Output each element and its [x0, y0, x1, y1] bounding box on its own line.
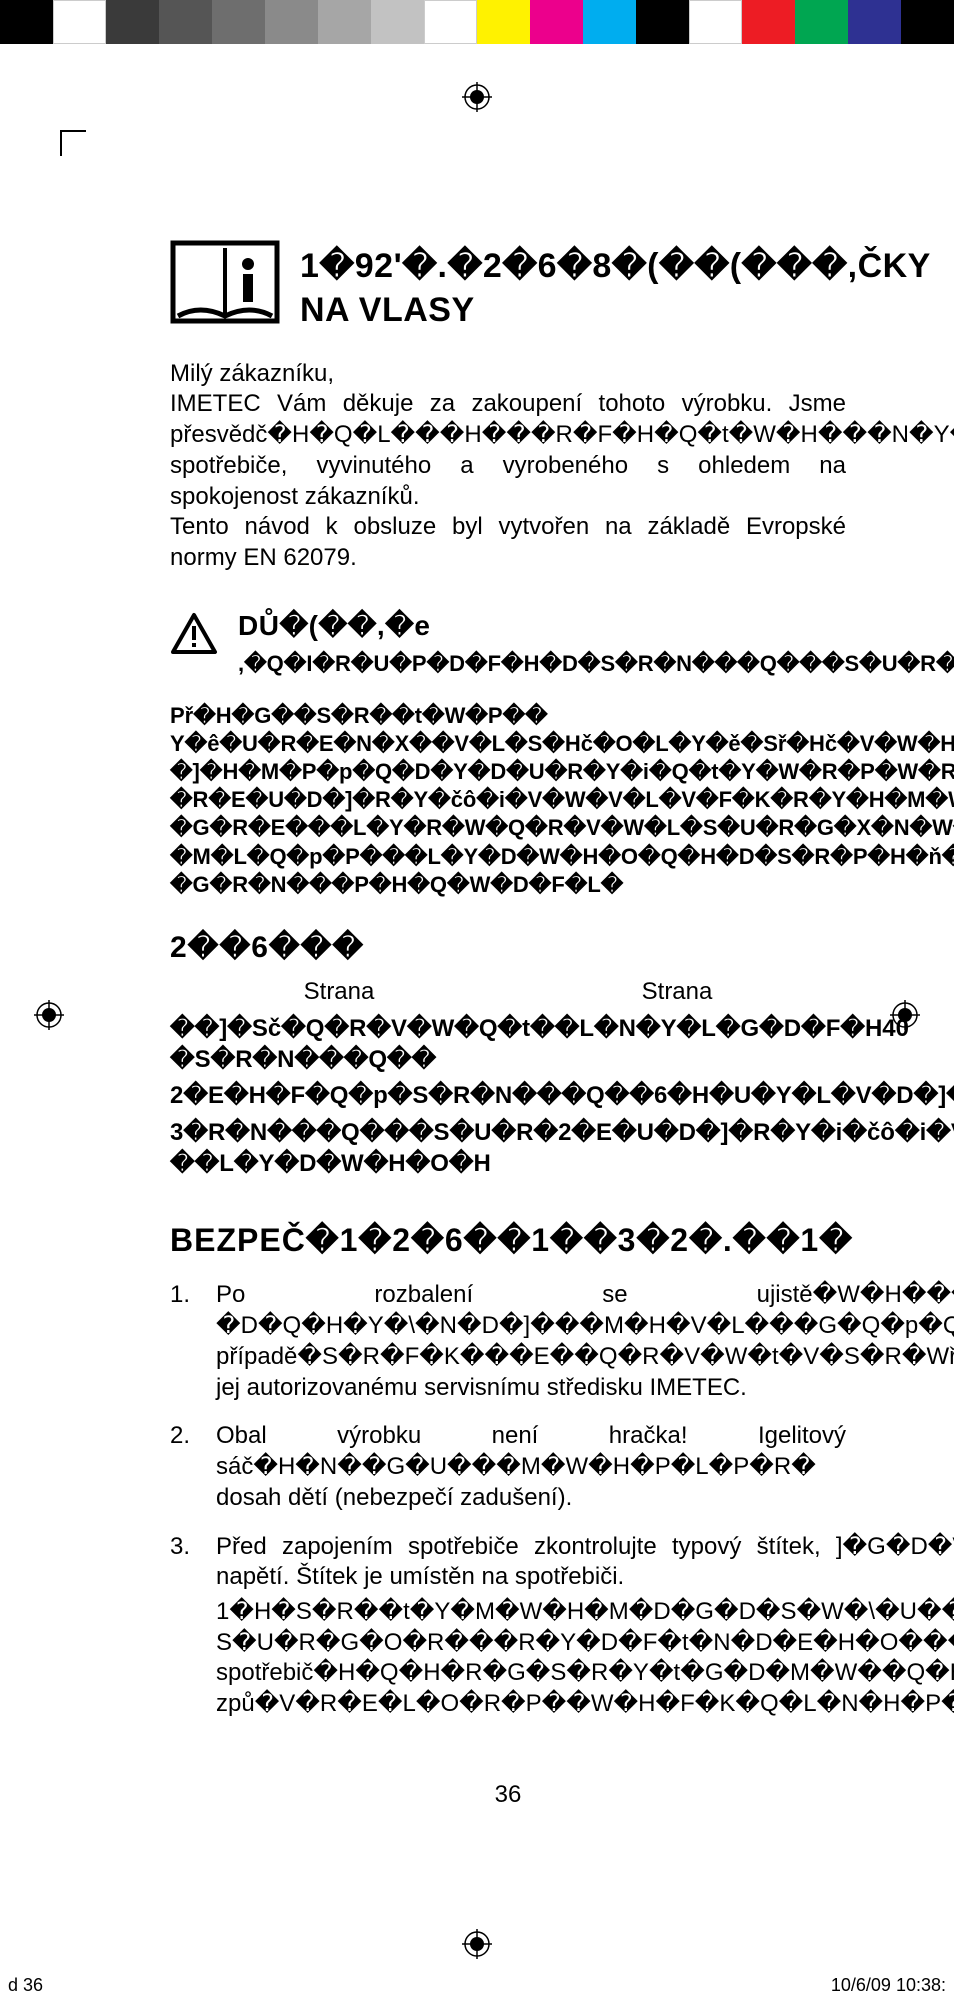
safety-heading: BEZPEČ�1�2�6��1��3�2�.��1� [170, 1220, 846, 1261]
color-swatch [583, 0, 636, 44]
registration-mark-top [462, 82, 492, 117]
toc-right: 6�H�U�Y�L�V�D�]�i�U���N�D [654, 1081, 954, 1112]
color-swatch [212, 0, 265, 44]
list-item-number: 3. [170, 1532, 216, 1720]
page-number: 36 [170, 1780, 846, 1811]
toc-right-label: �L�N�Y�L�G�D�F�H [555, 1014, 883, 1075]
list-item: 1.Po rozbalení se ujistě�W�H���H���M�H�V… [170, 1280, 846, 1403]
list-item-paragraph: Před zapojením spotřebiče zkontrolujte t… [216, 1532, 954, 1593]
toc-row: 2�E�H�F�Q�p�S�R�N���Q��6�H�U�Y�L�V�D�]�i… [170, 1081, 846, 1112]
toc-right-label: 2�E�U�D�]�R�Y�i�čô�i�V�W [558, 1118, 954, 1179]
toc-left: ��]�Sč�Q�R�V�W�Q�t� �S�R�N���Q�� [170, 1014, 555, 1075]
color-swatch [265, 0, 318, 44]
registration-mark-bottom [462, 1929, 492, 1964]
warning-body: Př�H�G��S�R��t�W�P�� Y�ê�U�R�E�N�X��V�L�… [170, 702, 846, 899]
intro-text: Milý zákazníku, IMETEC Vám děkuje za zak… [170, 359, 846, 574]
warning-heading: DŮ�(��,�e [238, 608, 954, 644]
list-item-number: 1. [170, 1280, 216, 1403]
color-swatch [0, 0, 53, 44]
color-swatch [53, 0, 106, 44]
color-swatch [901, 0, 954, 44]
toc-row: 3�R�N���Q���S�U�R� ��L�Y�D�W�H�O�H2�E�U�… [170, 1118, 846, 1179]
color-swatch [848, 0, 901, 44]
list-item-paragraph: 1�H�S�R��t�Y�M�W�H�M�D�G�D�S�W�\�U���U�R… [216, 1597, 954, 1720]
list-item-number: 2. [170, 1421, 216, 1513]
contents-heading: 2��6��� [170, 929, 846, 967]
list-item-paragraph: Po rozbalení se ujistě�W�H���H���M�H�V�S… [216, 1280, 954, 1403]
warning-triangle-icon [170, 612, 218, 665]
toc-header-right: Strana [508, 977, 846, 1008]
page-content: 1�92'�.�2�6�8�(��(���,ČKY NA VLASY Milý … [170, 240, 846, 1811]
color-swatch [636, 0, 689, 44]
toc-header: Strana Strana [170, 977, 846, 1008]
intro-line-2: IMETEC Vám děkuje za zakoupení tohoto vý… [170, 389, 846, 512]
color-swatch [795, 0, 848, 44]
list-item-text: Před zapojením spotřebiče zkontrolujte t… [216, 1532, 954, 1720]
warning-subheading: ,�Q�I�R�U�P�D�F�H�D�S�R�N���Q���S�U�R�E�… [238, 650, 954, 678]
color-swatch [318, 0, 371, 44]
list-item: 2.Obal výrobku není hračka! Igelitový sá… [170, 1421, 846, 1513]
intro-line-1: Milý zákazníku, [170, 359, 846, 390]
footer-left: d 36 [8, 1975, 43, 1996]
list-item-paragraph: Obal výrobku není hračka! Igelitový sáč�… [216, 1421, 846, 1513]
list-item: 3.Před zapojením spotřebiče zkontrolujte… [170, 1532, 846, 1720]
toc-left: 3�R�N���Q���S�U�R� ��L�Y�D�W�H�O�H [170, 1118, 558, 1179]
toc-right-page: 40 [882, 1014, 909, 1075]
color-swatch [689, 0, 742, 44]
info-book-icon [170, 240, 280, 337]
color-swatch [477, 0, 530, 44]
toc-row: ��]�Sč�Q�R�V�W�Q�t� �S�R�N���Q���L�N�Y�L… [170, 1014, 846, 1075]
crop-mark [60, 130, 86, 156]
toc-left: 2�E�H�F�Q�p�S�R�N���Q�� [170, 1081, 654, 1112]
color-swatch [106, 0, 159, 44]
footer-right: 10/6/09 10:38: [831, 1975, 946, 1996]
toc-header-left: Strana [170, 977, 508, 1008]
color-swatch [371, 0, 424, 44]
document-title: 1�92'�.�2�6�8�(��(���,ČKY NA VLASY [300, 240, 930, 332]
list-item-text: Po rozbalení se ujistě�W�H���H���M�H�V�S… [216, 1280, 954, 1403]
intro-line-3: Tento návod k obsluze byl vytvořen na zá… [170, 512, 846, 573]
color-swatch [530, 0, 583, 44]
registration-mark-left [34, 1000, 64, 1035]
toc-body: ��]�Sč�Q�R�V�W�Q�t� �S�R�N���Q���L�N�Y�L… [170, 1014, 846, 1180]
safety-list: 1.Po rozbalení se ujistě�W�H���H���M�H�V… [170, 1280, 846, 1719]
color-swatch [159, 0, 212, 44]
toc-right: 2�E�U�D�]�R�Y�i�čô�i�V�W, [558, 1118, 954, 1179]
color-registration-bar [0, 0, 954, 44]
color-swatch [424, 0, 477, 44]
toc-right: �L�N�Y�L�G�D�F�H40 [555, 1014, 949, 1075]
toc-right-label: 6�H�U�Y�L�V�D�]�i�U���N�D [654, 1081, 954, 1112]
color-swatch [742, 0, 795, 44]
list-item-text: Obal výrobku není hračka! Igelitový sáč�… [216, 1421, 846, 1513]
